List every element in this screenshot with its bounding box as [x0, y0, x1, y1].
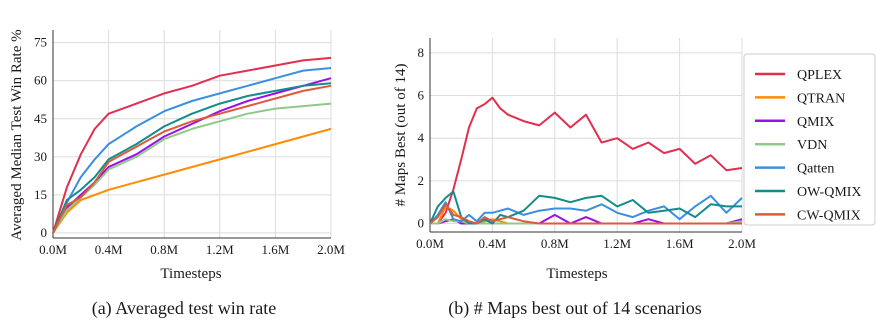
maps-best-y-tick-label: 4 — [418, 130, 425, 145]
win-rate-lines — [52, 56, 332, 234]
maps-best-y-tick-label: 6 — [418, 88, 425, 103]
win-rate-y-tick-label: 0 — [41, 225, 48, 240]
win-rate-x-tick-label: 0.4M — [95, 242, 123, 257]
maps-best-axes — [429, 38, 742, 233]
maps-best-lines — [429, 96, 743, 225]
maps-best-x-tick-label: 0.0M — [416, 236, 444, 251]
win-rate-axes — [52, 30, 331, 239]
maps-best-ticks: 0.0M 0.4M 0.8M 1.2M 1.6M 2.0M 0 2 4 6 8 — [416, 45, 756, 251]
maps-best-y-axis-label: # Maps Best (out of 14) — [393, 64, 409, 207]
legend-label-ow-qmix: OW-QMIX — [797, 185, 862, 200]
win-rate-series-ow-qmix — [52, 82, 332, 234]
legend-label-vdn: VDN — [797, 138, 827, 153]
maps-best-x-tick-label: 0.8M — [541, 236, 569, 251]
win-rate-y-axis-label: Averaged Median Test Win Rate % — [9, 29, 25, 240]
win-rate-x-axis-label: Timesteps — [160, 266, 221, 282]
win-rate-x-tick-label: 1.6M — [261, 242, 289, 257]
legend-label-qtran: QTRAN — [797, 91, 845, 106]
maps-best-x-tick-label: 0.4M — [478, 236, 506, 251]
maps-best-series-qplex — [430, 96, 743, 225]
maps-best-grid — [429, 38, 743, 232]
win-rate-y-tick-label: 75 — [34, 35, 47, 50]
win-rate-series-qmix — [52, 77, 332, 234]
win-rate-series-qtran — [52, 127, 332, 234]
legend-label-qmix: QMIX — [797, 115, 834, 130]
win-rate-grid — [52, 30, 332, 238]
maps-best-series-cw-qmix — [429, 203, 742, 225]
legend-label-qplex: QPLEX — [797, 68, 842, 83]
win-rate-ticks: 0.0M 0.4M 0.8M 1.2M 1.6M 2.0M 0 15 30 45 60 75 — [34, 35, 345, 257]
win-rate-y-tick-label: 45 — [34, 111, 47, 126]
win-rate-x-tick-label: 0.8M — [150, 242, 178, 257]
maps-best-y-tick-label: 0 — [418, 215, 425, 230]
legend: QPLEX QTRAN QMIX VDN Qatten OW-QMIX CW-QMIX — [743, 53, 876, 226]
win-rate-series-qatten — [52, 67, 332, 234]
caption-b: (b) # Maps best out of 14 scenarios — [448, 298, 701, 319]
maps-best-series-qatten — [429, 194, 743, 225]
maps-best-x-tick-label: 1.6M — [666, 236, 694, 251]
win-rate-y-tick-label: 15 — [34, 187, 47, 202]
maps-best-x-axis-label: Timesteps — [546, 266, 607, 282]
maps-best-y-tick-label: 2 — [418, 173, 425, 188]
caption-a: (a) Averaged test win rate — [92, 298, 277, 319]
win-rate-y-tick-label: 30 — [34, 149, 47, 164]
maps-best-y-tick-label: 8 — [418, 45, 425, 60]
win-rate-y-tick-label: 60 — [34, 73, 47, 88]
win-rate-series-qplex — [52, 56, 332, 234]
win-rate-x-tick-label: 2.0M — [317, 242, 345, 257]
win-rate-x-tick-label: 1.2M — [206, 242, 234, 257]
win-rate-x-tick-label: 0.0M — [39, 242, 67, 257]
maps-best-x-tick-label: 2.0M — [728, 236, 756, 251]
win-rate-series-cw-qmix — [52, 84, 332, 234]
legend-label-cw-qmix: CW-QMIX — [797, 208, 861, 223]
win-rate-chart: 0.0M 0.4M 0.8M 1.2M 1.6M 2.0M 0 15 30 45 60 75 Time… — [9, 29, 345, 319]
legend-label-qatten: Qatten — [797, 162, 834, 177]
maps-best-x-tick-label: 1.2M — [603, 236, 631, 251]
